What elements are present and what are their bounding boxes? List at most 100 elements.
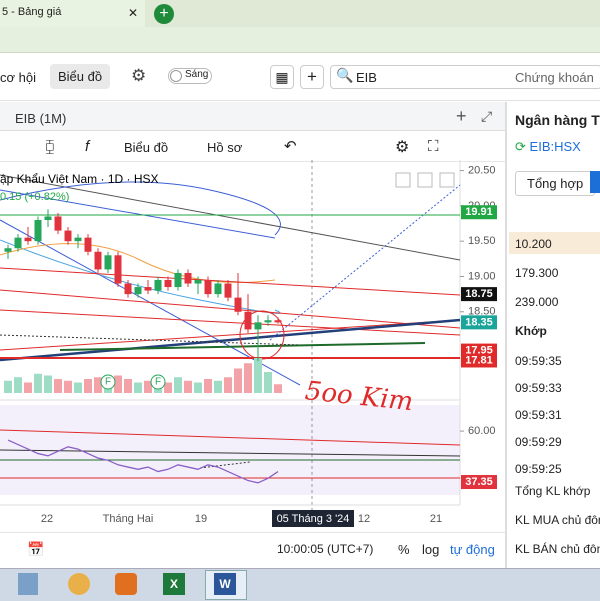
add-chart[interactable]: + [456,106,467,126]
profile-button[interactable]: Hồ sơ [207,140,243,155]
candle-body [134,287,142,295]
trend-line [0,289,461,329]
legend-button[interactable] [417,172,433,188]
nav-tab[interactable]: cơ hội [0,70,36,85]
volume-bar [214,380,222,393]
event-marker-label: F [105,377,111,388]
candle-body [34,220,42,242]
app-icon[interactable] [68,573,90,595]
candle-body [184,272,192,284]
dotted-line [199,461,251,469]
add-button[interactable]: + [300,65,324,89]
app-icon[interactable] [18,573,38,595]
osc-tick-label: 60.00 [468,425,496,437]
candle-body [234,297,242,312]
company-name: Ngân hàng T [515,112,600,128]
time-row: 09:59:35 [515,354,562,368]
osc-line [0,449,461,457]
summary-row: KL BÁN chủ đôn [515,542,600,556]
fullscreen[interactable]: ⛶ [428,138,439,155]
date-label: 05 Tháng 3 '24 [277,513,350,525]
market-dropdown[interactable]: Chứng khoán [515,70,594,85]
search-box[interactable] [330,65,600,89]
candle-body [64,230,72,242]
undo[interactable]: ↶ [284,138,297,155]
candle-body [274,320,282,323]
legend-button[interactable] [439,172,455,188]
chart-type-button[interactable]: Biểu đồ [124,140,169,155]
price-tick-label: 20.50 [468,164,496,176]
osc-background [0,405,460,495]
candle-body [194,280,202,284]
legend-symbol: ập Khẩu Việt Nam · 1D · HSX [0,172,159,186]
address-bar [0,27,600,53]
tab-active[interactable] [590,171,600,193]
trend-line [0,318,461,362]
price-badge-label: 19.91 [465,206,493,218]
candle-body [114,255,122,284]
price-badge-label: 18.35 [465,316,493,328]
volume-bar [94,377,102,393]
volume-bar [74,382,82,393]
trend-line [0,189,276,239]
candle-body [244,311,252,330]
symbol[interactable]: ⟳ EIB:HSX [515,139,581,155]
expand[interactable]: ⤢ [481,108,493,124]
word-icon[interactable]: W [214,573,236,595]
summary-row: KL MUA chủ đôn [515,513,600,527]
window-title: EIB (1M) [15,111,67,126]
fx-icon[interactable]: f [85,138,90,155]
volume-bar [34,373,42,393]
time-row: 09:59:31 [515,408,562,422]
refresh-icon: ⟳ [515,139,526,154]
theme-toggle[interactable] [168,68,212,84]
nav-tab-active[interactable]: Biểu đồ [50,64,111,89]
summary-tab[interactable]: Tổng hợp [515,171,596,196]
calendar-icon[interactable]: 📅 [27,541,45,557]
tab[interactable] [0,0,145,27]
symbol-text: EIB:HSX [529,139,581,154]
price-badge [461,353,497,368]
candle-body [164,280,172,288]
price-badge [461,315,497,330]
drawings [0,174,461,479]
side-panel [505,102,600,568]
auto-toggle[interactable]: tự động [450,542,495,557]
candle-body [54,216,62,231]
volume-bar [14,377,22,393]
app-icon[interactable] [115,573,137,595]
excel-icon[interactable]: X [163,573,185,595]
log-toggle[interactable]: log [422,542,440,557]
clock: 10:00:05 (UTC+7) [277,542,374,556]
candle-body [4,248,12,252]
new-tab[interactable]: + [154,4,174,24]
volume-bar [84,379,92,393]
tab-close[interactable]: ✕ [128,6,139,20]
candle-body [84,237,92,252]
candle-body [174,272,182,288]
legend-change: 0.15 (+0.82%) [0,191,69,203]
candle-body [214,283,222,295]
event-marker [100,374,116,390]
layout-button[interactable]: ▦ [270,65,294,89]
candle-body [24,237,32,242]
candle-body [224,283,232,298]
trend-line [0,174,461,261]
candle-icon[interactable]: ⧮ [45,138,55,155]
volume-bar [164,382,172,393]
legend-button[interactable] [395,172,411,188]
settings-icon[interactable]: ⚙ [131,66,147,85]
volume-bar [174,377,182,393]
chart-settings[interactable]: ⚙ [395,139,410,156]
volume-bar [274,384,282,393]
price-row: 239.000 [515,295,559,309]
price-badge [461,287,497,302]
candle-body [254,322,262,330]
percent-toggle[interactable]: % [398,542,410,557]
volume-bar [224,377,232,393]
volume-bar [244,363,252,393]
volume-bar [4,380,12,393]
price-highlight [509,232,600,254]
date-label: 19 [195,513,207,525]
